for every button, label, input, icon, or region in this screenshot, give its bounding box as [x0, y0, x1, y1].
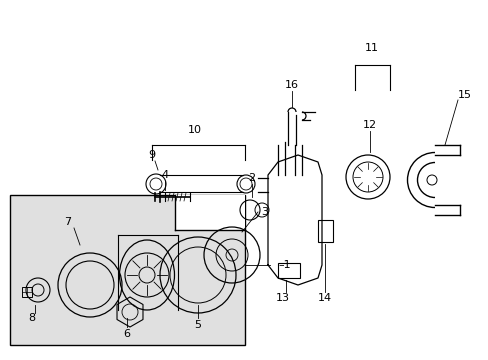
Bar [175, 195, 244, 230]
Text: 14: 14 [317, 293, 331, 303]
Text: 4: 4 [161, 170, 168, 180]
Text: 11: 11 [364, 43, 378, 53]
Text: 15: 15 [457, 90, 471, 100]
Text: 7: 7 [64, 217, 71, 227]
Bar [10, 195, 244, 345]
Text: 3: 3 [261, 207, 268, 217]
Text: 16: 16 [285, 80, 298, 90]
Text: 10: 10 [187, 125, 202, 135]
Text: 5: 5 [194, 320, 201, 330]
Text: 6: 6 [123, 329, 130, 339]
Bar [317, 220, 332, 242]
Bar [278, 263, 299, 278]
Text: –1: –1 [278, 260, 290, 270]
Text: 12: 12 [362, 120, 376, 130]
Bar [22, 287, 32, 297]
Text: 8: 8 [28, 313, 36, 323]
Text: 9: 9 [148, 150, 155, 160]
Text: 13: 13 [275, 293, 289, 303]
Text: 2: 2 [248, 173, 255, 183]
